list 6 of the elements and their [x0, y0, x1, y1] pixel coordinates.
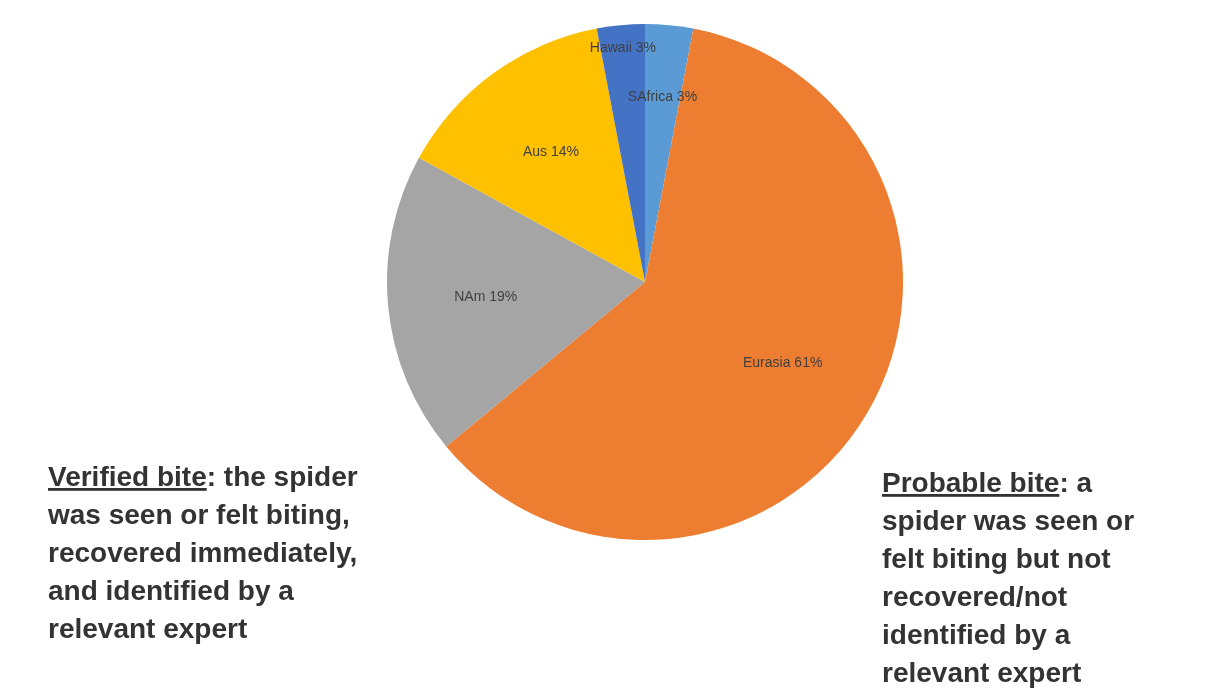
text: Verified bite: the spider was seen or felt biting, recovered immediately, and identified by a relevant expert: [47, 461, 358, 644]
slice-label: Eurasia 61%: [742, 354, 823, 371]
pie-slice: [387, 157, 645, 447]
slice-label: Aus 14%: [522, 143, 579, 160]
text: Probable bite: a spider was seen or felt biting but not recovered/not identified by a relevant expert: [882, 467, 1135, 688]
slice-label: NAm 19%: [454, 287, 518, 304]
